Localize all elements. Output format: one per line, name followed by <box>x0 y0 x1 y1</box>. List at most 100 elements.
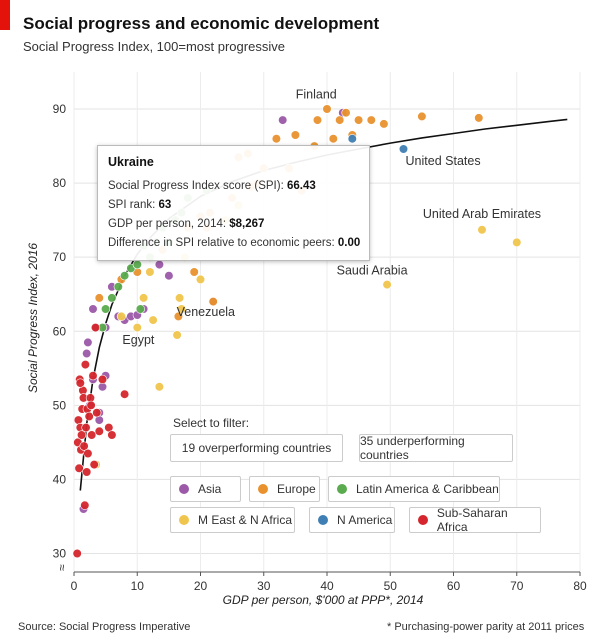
tooltip-gdp-value: $8,267 <box>229 218 265 230</box>
x-tick-label: 40 <box>320 579 334 593</box>
point-mena[interactable] <box>512 237 522 247</box>
point-ssa[interactable] <box>72 548 82 559</box>
point-mena[interactable] <box>145 267 155 277</box>
ssa-dot-icon <box>418 515 428 525</box>
x-axis-title: GDP per person, $'000 at PPP*, 2014 <box>223 593 424 607</box>
point-ssa[interactable] <box>97 374 108 385</box>
point-ssa[interactable] <box>90 323 101 333</box>
point-europe[interactable] <box>328 134 338 144</box>
chip-label-europe: Europe <box>277 482 316 496</box>
top-rule <box>0 0 609 4</box>
annotation-label: Venezuela <box>177 305 235 319</box>
filter-chip-latin-america[interactable]: Latin America & Caribbean <box>328 476 500 502</box>
point-mena[interactable] <box>172 330 182 340</box>
annotation-label: Saudi Arabia <box>337 264 408 278</box>
chip-label-asia: Asia <box>198 482 222 496</box>
point-ssa[interactable] <box>92 408 102 418</box>
point-asia[interactable] <box>164 271 174 281</box>
point-latam[interactable] <box>113 282 123 292</box>
point-europe[interactable] <box>312 115 323 125</box>
point-ssa[interactable] <box>80 360 90 370</box>
point-ssa[interactable] <box>79 441 89 451</box>
filter-overperforming-button[interactable]: 19 overperforming countries <box>170 434 343 462</box>
point-mena[interactable] <box>148 315 158 325</box>
x-axis-ticks: 0 10 20 30 40 50 60 70 80 <box>71 572 587 593</box>
point-europe[interactable] <box>271 134 282 144</box>
point-ssa[interactable] <box>82 467 92 477</box>
point-europe[interactable] <box>189 267 199 277</box>
point-mena[interactable] <box>477 225 487 235</box>
filter-chip-n-america[interactable]: N America <box>309 507 395 533</box>
point-ssa[interactable] <box>86 400 96 410</box>
point-ssa[interactable] <box>76 430 87 440</box>
point-mena[interactable] <box>132 323 142 333</box>
point-ssa[interactable] <box>80 500 90 510</box>
y-tick-label: 60 <box>53 324 67 338</box>
point-latam[interactable] <box>100 304 111 314</box>
tooltip-spi-row: Social Progress Index score (SPI): 66.43 <box>108 180 316 192</box>
filter-chip-sub-saharan-africa[interactable]: Sub-Saharan Africa <box>409 506 541 534</box>
point-latam[interactable] <box>119 271 130 281</box>
x-tick-label: 50 <box>384 579 398 593</box>
x-tick-label: 10 <box>131 579 145 593</box>
point-latam[interactable] <box>107 293 117 303</box>
point-namerica[interactable] <box>347 134 357 144</box>
point-europe[interactable] <box>290 130 301 140</box>
country-annotations: Finland United States United Arab Emirates… <box>122 87 541 347</box>
point-europe[interactable] <box>474 113 484 123</box>
point-ssa[interactable] <box>88 371 98 381</box>
point-mena[interactable] <box>195 274 206 285</box>
point-europe[interactable] <box>366 115 376 125</box>
point-ssa[interactable] <box>107 430 117 440</box>
tooltip-rank-label: SPI rank: <box>108 199 159 211</box>
point-asia[interactable] <box>88 304 98 314</box>
point-ssa[interactable] <box>75 378 85 388</box>
x-tick-label: 60 <box>447 579 461 593</box>
y-tick-label: 80 <box>53 176 67 190</box>
point-europe[interactable] <box>341 108 351 118</box>
point-ssa[interactable] <box>73 415 83 425</box>
point-latam[interactable] <box>135 304 145 314</box>
point-asia[interactable] <box>83 337 93 348</box>
point-europe[interactable] <box>94 293 104 303</box>
point-ssa[interactable] <box>87 430 97 440</box>
y-axis-title: Social Progress Index, 2016 <box>26 243 40 393</box>
point-ssa[interactable] <box>74 463 84 473</box>
point-mena[interactable] <box>154 382 164 392</box>
point-asia[interactable] <box>278 115 288 125</box>
point-namerica[interactable] <box>398 144 409 154</box>
point-ssa[interactable] <box>119 389 130 399</box>
point-mena[interactable] <box>382 280 392 290</box>
point-ssa[interactable] <box>94 426 104 436</box>
tooltip-rank-value: 63 <box>158 199 172 211</box>
point-ssa[interactable] <box>81 423 91 433</box>
point-ssa[interactable] <box>89 460 99 470</box>
tooltip-diff-row: Difference in SPI relative to economic p… <box>108 237 360 249</box>
point-mena[interactable] <box>176 304 187 314</box>
point-ssa[interactable] <box>84 411 94 422</box>
x-tick-label: 80 <box>573 579 587 593</box>
mena-dot-icon <box>179 515 189 525</box>
point-europe[interactable] <box>335 115 345 125</box>
filter-chip-asia[interactable]: Asia <box>170 476 241 502</box>
filter-underperforming-button[interactable]: 35 underperforming countries <box>359 434 513 462</box>
filter-chip-mena[interactable]: M East & N Africa <box>170 507 295 533</box>
point-europe[interactable] <box>208 297 218 307</box>
point-europe[interactable] <box>379 119 389 129</box>
annotation-label: Egypt <box>122 333 154 347</box>
point-ssa[interactable] <box>83 448 93 459</box>
point-mena[interactable] <box>116 311 126 322</box>
point-latam[interactable] <box>132 260 142 270</box>
point-europe[interactable] <box>354 115 364 125</box>
point-asia[interactable] <box>82 348 92 359</box>
point-mena[interactable] <box>175 293 185 303</box>
filter-chip-europe[interactable]: Europe <box>249 476 320 502</box>
point-europe[interactable] <box>322 104 332 114</box>
x-tick-label: 20 <box>194 579 208 593</box>
point-europe[interactable] <box>417 111 427 121</box>
point-mena[interactable] <box>139 293 149 303</box>
annotation-label: United States <box>406 154 481 168</box>
tooltip-gdp-row: GDP per person, 2014: $8,267 <box>108 218 264 230</box>
filter-label: Select to filter: <box>173 416 250 430</box>
point-asia[interactable] <box>154 260 164 270</box>
